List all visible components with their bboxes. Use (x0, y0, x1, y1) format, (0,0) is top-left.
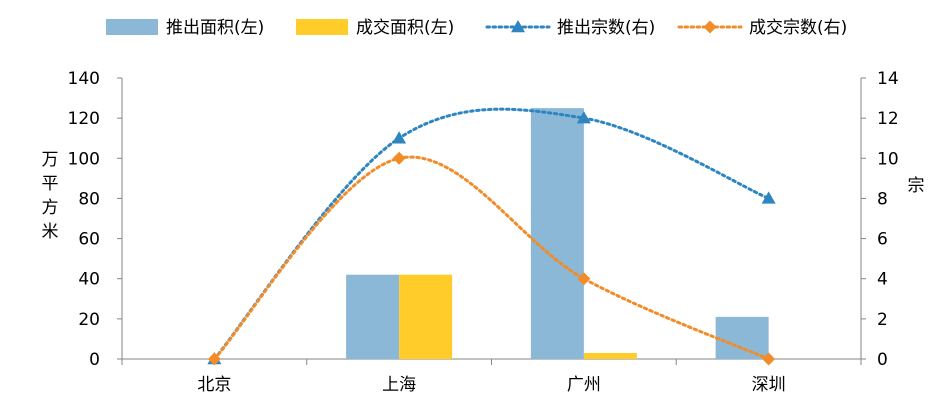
right-axis: 0 2 4 6 8 10 12 14 (860, 69, 899, 370)
legend-label: 成交宗数(右) (749, 18, 847, 38)
right-tick-label: 12 (877, 109, 899, 129)
series-line (212, 155, 771, 361)
left-tick-label: 140 (68, 69, 100, 89)
left-tick-label: 100 (68, 149, 100, 169)
category-label: 北京 (197, 375, 231, 395)
legend-label: 成交面积(左) (356, 18, 454, 38)
right-tick-label: 2 (877, 310, 888, 330)
legend-item: 推出面积(左) (106, 18, 264, 38)
right-tick-label: 14 (877, 69, 899, 89)
right-tick-label: 8 (877, 189, 888, 209)
left-tick-label: 60 (78, 230, 100, 250)
legend-item: 成交面积(左) (296, 18, 454, 38)
legend-item: 推出宗数(右) (485, 18, 655, 38)
left-tick-label: 80 (78, 189, 100, 209)
legend-label: 推出面积(左) (166, 18, 264, 38)
diamond-marker (703, 20, 717, 34)
bar (399, 274, 453, 359)
category-label: 深圳 (752, 375, 786, 395)
legend-item: 成交宗数(右) (677, 18, 847, 38)
category-label: 广州 (567, 375, 601, 395)
diamond-marker (762, 352, 776, 366)
series-line (212, 107, 771, 361)
triangle-marker (511, 20, 525, 33)
bar (715, 316, 769, 359)
triangle-marker (392, 131, 407, 144)
bars (346, 108, 769, 359)
bar (346, 274, 400, 359)
category-label: 上海 (382, 375, 416, 395)
diamond-marker (577, 272, 591, 286)
right-tick-label: 4 (877, 270, 888, 290)
legend-swatch (106, 19, 158, 35)
legend: 推出面积(左) 成交面积(左) 推出宗数(右) 成交宗数(右) (106, 18, 847, 38)
diamond-marker (392, 151, 406, 165)
bar (530, 108, 584, 359)
axis-titles: 万平方米 宗 (42, 150, 925, 242)
lines (207, 107, 776, 366)
left-tick-label: 20 (78, 310, 100, 330)
triangle-marker (761, 191, 776, 204)
legend-swatch (296, 19, 348, 35)
diamond-marker (207, 352, 221, 366)
right-tick-label: 6 (877, 230, 888, 250)
left-tick-label: 120 (68, 109, 100, 129)
right-tick-label: 0 (877, 350, 888, 370)
triangle-marker (576, 111, 591, 124)
x-axis: 北京 上海 广州 深圳 (121, 358, 862, 395)
right-tick-label: 10 (877, 149, 899, 169)
left-axis: 0 20 40 60 80 100 120 140 (68, 69, 123, 370)
left-tick-label: 40 (78, 270, 100, 290)
legend-label: 推出宗数(右) (557, 18, 655, 38)
left-axis-title: 万平方米 (42, 150, 59, 242)
bar (583, 352, 637, 359)
left-tick-label: 0 (89, 350, 100, 370)
right-axis-title: 宗 (908, 176, 925, 196)
